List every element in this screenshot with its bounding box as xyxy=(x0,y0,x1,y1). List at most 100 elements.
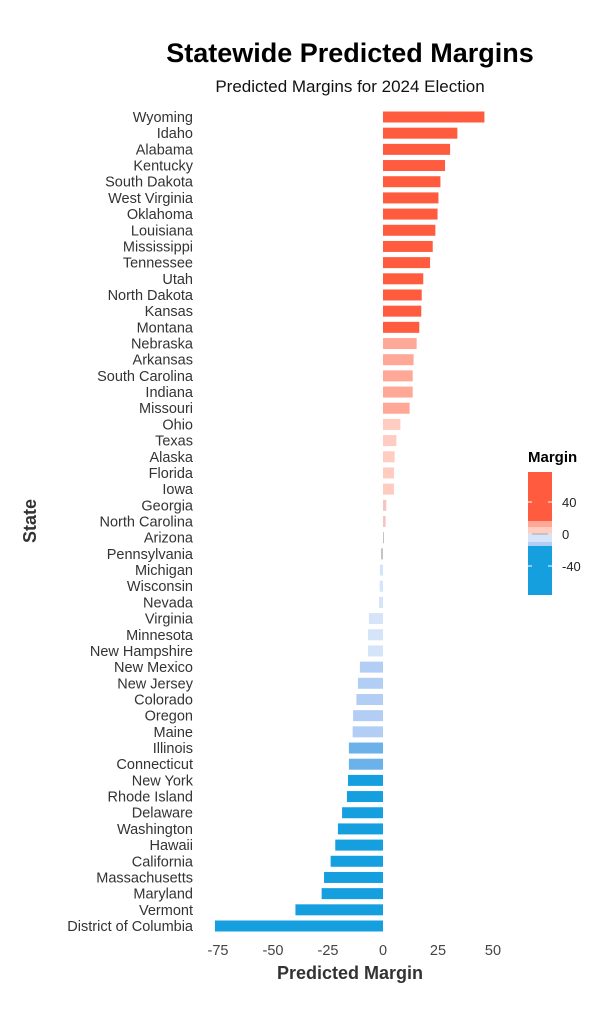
y-axis-title: State xyxy=(20,499,40,543)
bar xyxy=(379,580,383,592)
x-tick-label: 25 xyxy=(430,943,446,959)
y-tick-label: Washington xyxy=(117,822,193,838)
bar xyxy=(342,807,383,819)
y-tick-label: Alabama xyxy=(136,142,194,158)
y-tick-label: Kansas xyxy=(145,304,193,320)
bar xyxy=(353,710,383,722)
legend-tick-label: 40 xyxy=(562,495,576,510)
y-tick-label: Montana xyxy=(137,320,194,336)
y-tick-label: New Mexico xyxy=(114,660,193,676)
bar xyxy=(383,257,431,269)
bar xyxy=(383,240,433,252)
bar xyxy=(368,613,383,625)
y-tick-label: West Virginia xyxy=(108,191,194,207)
y-tick-label: Texas xyxy=(155,434,193,450)
legend-tick-label: 0 xyxy=(562,527,569,542)
bar xyxy=(383,176,441,188)
x-tick-label: 50 xyxy=(485,943,501,959)
bar xyxy=(346,791,383,803)
y-tick-label: Nevada xyxy=(143,595,194,611)
y-tick-label: Indiana xyxy=(145,385,194,401)
bar xyxy=(383,467,394,479)
y-tick-label: Iowa xyxy=(162,482,194,498)
bar xyxy=(348,774,383,786)
y-tick-label: Colorado xyxy=(134,692,193,708)
bar xyxy=(383,321,420,333)
bar xyxy=(383,483,394,495)
legend-color-segment xyxy=(528,521,552,527)
bar xyxy=(379,596,383,608)
y-tick-label: District of Columbia xyxy=(67,919,194,935)
y-tick-label: Pennsylvania xyxy=(107,547,194,563)
bar xyxy=(383,208,438,220)
y-tick-label: Connecticut xyxy=(116,757,193,773)
bar xyxy=(383,418,401,430)
y-tick-label: South Dakota xyxy=(105,175,194,191)
y-tick-label: Missouri xyxy=(139,401,193,417)
y-tick-label: South Carolina xyxy=(97,369,194,385)
legend-tick-label: -40 xyxy=(562,559,581,574)
y-tick-label: Oklahoma xyxy=(127,207,194,223)
chart-subtitle: Predicted Margins for 2024 Election xyxy=(215,77,484,96)
y-tick-label: Louisiana xyxy=(131,223,194,239)
y-tick-label: Michigan xyxy=(135,563,193,579)
y-tick-label: Maine xyxy=(154,725,194,741)
bar xyxy=(383,338,417,350)
y-tick-label: Kentucky xyxy=(133,159,193,175)
y-tick-label: Maryland xyxy=(133,887,193,903)
bar xyxy=(383,305,422,317)
y-tick-label: Wyoming xyxy=(133,110,193,126)
bar xyxy=(383,354,414,366)
bar xyxy=(335,839,383,851)
y-tick-label: Wisconsin xyxy=(127,579,193,595)
y-tick-label: Nebraska xyxy=(131,337,194,353)
y-tick-label: New York xyxy=(132,773,194,789)
x-tick-label: -25 xyxy=(318,943,339,959)
y-tick-label: Vermont xyxy=(139,903,193,919)
y-tick-label: Tennessee xyxy=(123,256,193,272)
y-tick-label: Georgia xyxy=(141,498,194,514)
bar xyxy=(352,726,383,738)
x-tick-label: -75 xyxy=(208,943,229,959)
bar xyxy=(357,677,383,689)
bar xyxy=(368,629,383,641)
bar xyxy=(383,402,410,414)
bar xyxy=(383,386,413,398)
y-tick-label: Hawaii xyxy=(149,838,193,854)
y-tick-label: New Hampshire xyxy=(90,644,193,660)
x-tick-label: -50 xyxy=(263,943,284,959)
legend-color-segment xyxy=(528,535,552,542)
x-axis-title: Predicted Margin xyxy=(277,963,423,983)
y-tick-label: Massachusetts xyxy=(96,870,193,886)
legend-color-segment xyxy=(528,533,552,535)
bar xyxy=(383,289,422,301)
bar xyxy=(383,516,386,527)
bar xyxy=(383,160,446,172)
y-tick-label: Idaho xyxy=(157,126,193,142)
y-tick-label: Mississippi xyxy=(123,239,193,255)
bar xyxy=(348,742,383,754)
y-tick-label: North Dakota xyxy=(108,288,194,304)
y-tick-label: Arizona xyxy=(144,531,194,547)
bar xyxy=(381,548,383,560)
y-tick-label: Illinois xyxy=(153,741,193,757)
bar xyxy=(214,920,383,932)
bar xyxy=(359,661,383,673)
bar xyxy=(383,224,436,236)
bar xyxy=(368,645,383,657)
y-tick-label: North Carolina xyxy=(100,515,194,531)
bar xyxy=(348,758,383,770)
bar xyxy=(383,451,395,463)
bar xyxy=(321,888,383,900)
y-tick-label: California xyxy=(132,854,194,870)
bar xyxy=(324,871,383,883)
y-tick-label: Alaska xyxy=(149,450,193,466)
bar xyxy=(379,564,383,576)
bar xyxy=(295,904,383,916)
bar xyxy=(383,532,384,544)
y-tick-label: Rhode Island xyxy=(108,790,193,806)
legend-title: Margin xyxy=(528,449,577,466)
y-tick-label: Ohio xyxy=(162,417,193,433)
chart-title: Statewide Predicted Margins xyxy=(166,38,534,68)
